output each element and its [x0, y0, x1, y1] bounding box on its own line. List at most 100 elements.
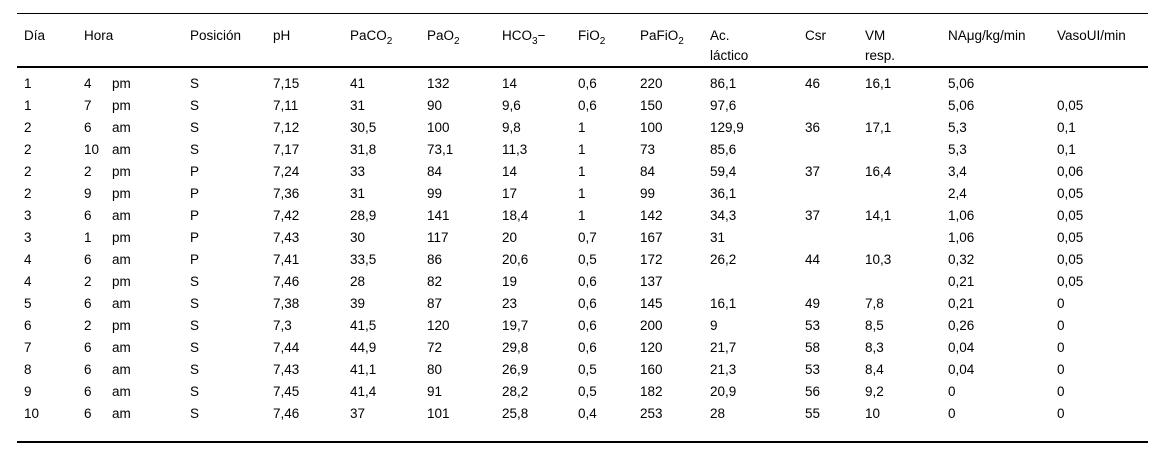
- cell-fio2: 0,5: [578, 384, 597, 399]
- cell-posicion: S: [190, 98, 200, 113]
- cell-paco2: 28,9: [350, 208, 377, 223]
- cell-vaso: 0: [1057, 296, 1065, 311]
- cell-vaso: 0: [1057, 340, 1065, 355]
- cell-vaso: 0,05: [1057, 208, 1084, 223]
- column-header-fio2: FiO2: [578, 28, 606, 47]
- cell-hco3: 18,4: [502, 208, 529, 223]
- cell-paco2: 30,5: [350, 120, 377, 135]
- cell-hco3: 19: [502, 274, 518, 289]
- table-row: 6 2 pm S 7,3 41,5 120 19,7 0,6 200 9 53 8,5 0,26 0: [24, 315, 1148, 337]
- cell-vm_resp: 8,4: [865, 362, 884, 377]
- cell-csr: [805, 227, 865, 249]
- table-row: 1 4 pm S 7,15 41 132 14 0,6 220 86,1 46 16,1 5,06: [24, 73, 1148, 95]
- cell-hora-ampm: am: [112, 120, 131, 135]
- cell-hco3: 29,8: [502, 340, 529, 355]
- cell-pafio2: 172: [640, 252, 663, 267]
- cell-vm_resp: 16,1: [865, 76, 892, 91]
- cell-pao2: 73,1: [427, 142, 454, 157]
- cell-csr: 44: [805, 252, 821, 267]
- cell-posicion: P: [190, 208, 200, 223]
- cell-hora-ampm: am: [112, 296, 131, 311]
- cell-ac_lactico: 16,1: [710, 296, 737, 311]
- cell-vaso: 0,06: [1057, 164, 1084, 179]
- table-body: 1 4 pm S 7,15 41 132 14 0,6 220 86,1 46 16,1 5,06 1 7 pm…: [17, 68, 1148, 441]
- column-header-hco3: HCO3−: [502, 28, 546, 47]
- cell-pafio2: 73: [640, 142, 656, 157]
- cell-hora: 6: [84, 406, 92, 421]
- cell-csr: [805, 139, 865, 161]
- cell-pafio2: 99: [640, 186, 656, 201]
- cell-hco3: 14: [502, 164, 518, 179]
- cell-ac_lactico: 21,7: [710, 340, 737, 355]
- cell-ph: 7,42: [273, 208, 300, 223]
- table-row: 2 6 am S 7,12 30,5 100 9,8 1 100 129,9 36 17,1 5,3 0,1: [24, 117, 1148, 139]
- column-header-vm_resp: VM resp.: [865, 28, 896, 63]
- column-header-dia: Día: [24, 28, 46, 43]
- cell-posicion: S: [190, 120, 200, 135]
- cell-na: 0: [948, 406, 956, 421]
- cell-hco3: 20: [502, 230, 518, 245]
- cell-pafio2: 220: [640, 76, 663, 91]
- column-header-posicion: Posición: [190, 28, 242, 43]
- cell-na: 1,06: [948, 208, 975, 223]
- cell-csr: [805, 271, 865, 293]
- cell-pao2: 87: [427, 296, 443, 311]
- cell-ac_lactico: 28: [710, 406, 726, 421]
- cell-pao2: 120: [427, 318, 450, 333]
- cell-paco2: 30: [350, 230, 366, 245]
- cell-pafio2: 167: [640, 230, 663, 245]
- cell-pafio2: 137: [640, 274, 663, 289]
- cell-vaso: 0: [1057, 362, 1065, 377]
- cell-csr: 55: [805, 406, 821, 421]
- table-bottom-rule: [17, 441, 1148, 443]
- cell-hco3: 28,2: [502, 384, 529, 399]
- cell-posicion: S: [190, 362, 200, 377]
- cell-vm_resp: [865, 271, 948, 293]
- cell-vm_resp: 8,3: [865, 340, 884, 355]
- cell-posicion: P: [190, 230, 200, 245]
- cell-hco3: 26,9: [502, 362, 529, 377]
- cell-paco2: 31: [350, 186, 366, 201]
- cell-hora-ampm: am: [112, 362, 131, 377]
- cell-ac_lactico: 34,3: [710, 208, 737, 223]
- table-row: 2 10 am S 7,17 31,8 73,1 11,3 1 73 85,6 5,3 0,1: [24, 139, 1148, 161]
- cell-na: 3,4: [948, 164, 967, 179]
- cell-hora-ampm: pm: [112, 274, 131, 289]
- cell-dia: 2: [24, 142, 32, 157]
- cell-pafio2: 145: [640, 296, 663, 311]
- cell-vaso: 0,05: [1057, 186, 1084, 201]
- cell-hora: 6: [84, 296, 92, 311]
- cell-hora: 6: [84, 120, 92, 135]
- cell-hora: 6: [84, 362, 92, 377]
- column-header-pao2: PaO2: [427, 28, 460, 47]
- cell-vm_resp: 10: [865, 406, 881, 421]
- cell-ph: 7,24: [273, 164, 300, 179]
- cell-vm_resp: [865, 139, 948, 161]
- column-header-paco2: PaCO2: [350, 28, 393, 47]
- cell-hora-ampm: am: [112, 340, 131, 355]
- table-top-rule: [17, 13, 1148, 14]
- cell-pao2: 101: [427, 406, 450, 421]
- cell-vm_resp: 7,8: [865, 296, 884, 311]
- cell-hora: 6: [84, 384, 92, 399]
- cell-fio2: 0,6: [578, 98, 597, 113]
- cell-ph: 7,11: [273, 98, 299, 113]
- cell-dia: 3: [24, 208, 32, 223]
- cell-ac_lactico: 97,6: [710, 98, 737, 113]
- cell-hora: 9: [84, 186, 92, 201]
- cell-dia: 1: [24, 98, 32, 113]
- cell-hora: 4: [84, 76, 92, 91]
- cell-paco2: 37: [350, 406, 366, 421]
- cell-hora-ampm: pm: [112, 318, 131, 333]
- cell-hco3: 17: [502, 186, 518, 201]
- cell-fio2: 0,6: [578, 274, 597, 289]
- cell-paco2: 41: [350, 76, 366, 91]
- cell-fio2: 1: [578, 142, 586, 157]
- cell-fio2: 0,4: [578, 406, 597, 421]
- cell-na: 0,04: [948, 362, 975, 377]
- cell-vm_resp: 17,1: [865, 120, 892, 135]
- column-header-vaso: VasoUI/min: [1057, 28, 1126, 43]
- cell-dia: 6: [24, 318, 32, 333]
- table-row: 2 2 pm P 7,24 33 84 14 1 84 59,4 37 16,4 3,4 0,06: [24, 161, 1148, 183]
